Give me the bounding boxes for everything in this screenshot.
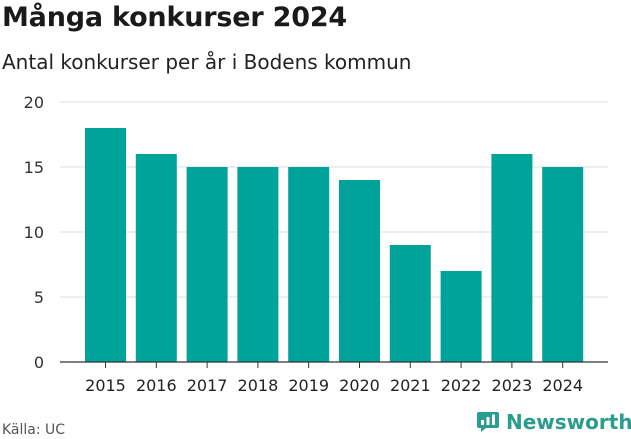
bar-2023 xyxy=(491,154,533,362)
y-tick-label: 0 xyxy=(34,353,44,372)
chart-subtitle: Antal konkurser per år i Bodens kommun xyxy=(2,50,412,74)
bar-2019 xyxy=(288,167,330,362)
chart-title: Många konkurser 2024 xyxy=(2,2,347,33)
source-note: Källa: UC xyxy=(2,422,66,438)
bar-chart-logo-icon xyxy=(477,412,499,432)
bar-chart: 0 5 10 15 20 2015 2016 2017 2018 2019 2020 2021 202… xyxy=(24,93,608,395)
bar-2015 xyxy=(85,128,126,362)
bar-2020 xyxy=(339,180,380,362)
x-tick-label-2015: 2015 xyxy=(85,376,126,395)
bar-2021 xyxy=(389,245,431,362)
y-tick-label: 10 xyxy=(24,223,44,242)
bars xyxy=(85,128,584,362)
brand-logo: Newsworthy xyxy=(476,408,631,436)
x-tick-label-2022: 2022 xyxy=(441,376,482,395)
bar-2016 xyxy=(135,154,177,362)
y-tick-label: 15 xyxy=(24,158,44,177)
x-tick-label-2018: 2018 xyxy=(238,376,279,395)
x-tick-label-2016: 2016 xyxy=(136,376,177,395)
bar-2024 xyxy=(542,167,584,362)
x-axis-ticks: 2015 2016 2017 2018 2019 2020 2021 2022 2023 2024 xyxy=(85,362,583,395)
x-tick-label-2024: 2024 xyxy=(542,376,583,395)
y-tick-label: 5 xyxy=(34,288,44,307)
bar-2018 xyxy=(237,167,279,362)
x-tick-label-2019: 2019 xyxy=(288,376,329,395)
x-tick-label-2017: 2017 xyxy=(187,376,228,395)
x-tick-label-2020: 2020 xyxy=(339,376,380,395)
y-tick-label: 20 xyxy=(24,93,44,112)
x-tick-label-2023: 2023 xyxy=(492,376,533,395)
bar-2022 xyxy=(440,271,482,362)
x-tick-label-2021: 2021 xyxy=(390,376,431,395)
brand-name: Newsworthy xyxy=(506,410,631,434)
y-axis-ticks: 0 5 10 15 20 xyxy=(24,93,44,372)
bar-2017 xyxy=(186,167,228,362)
